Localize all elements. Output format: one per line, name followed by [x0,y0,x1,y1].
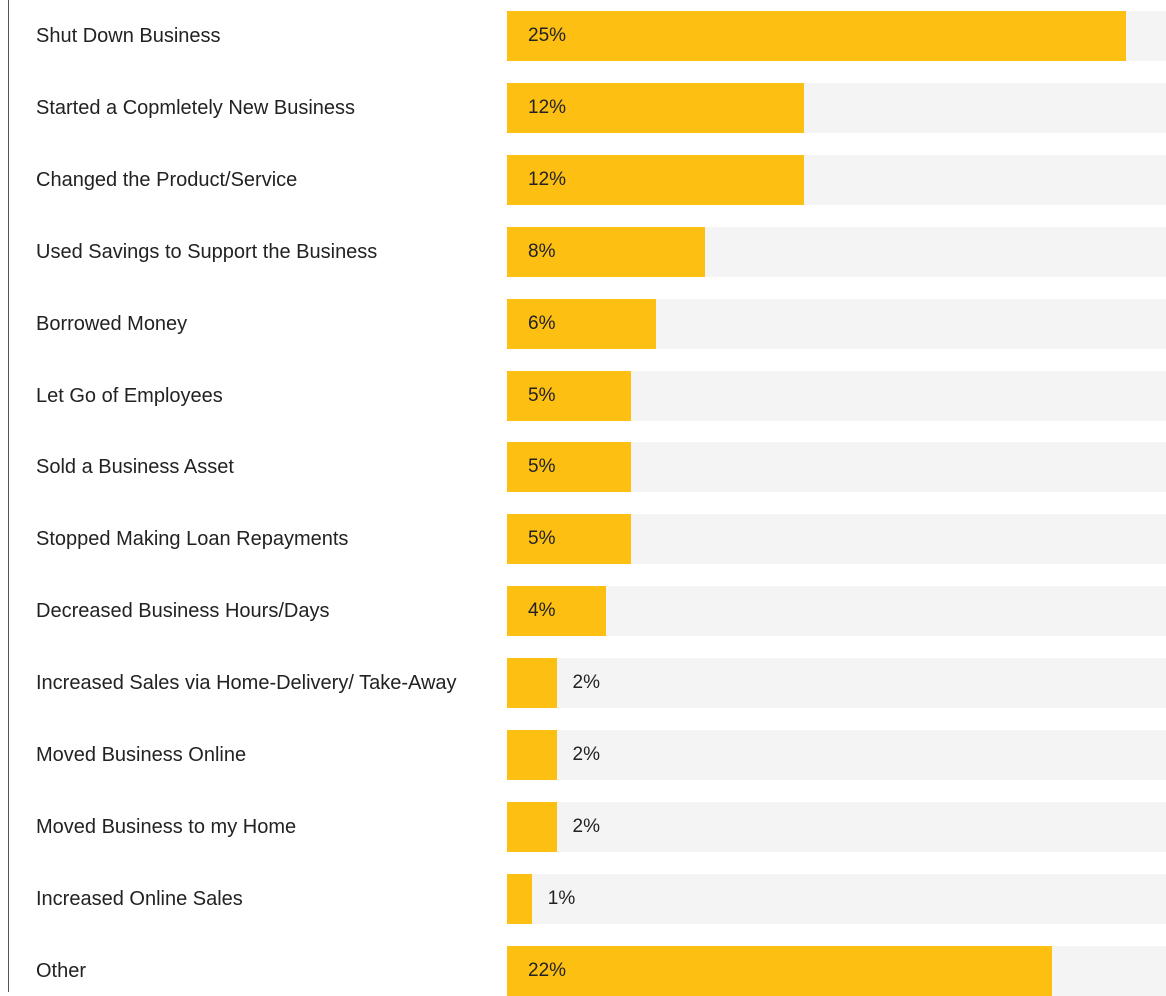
bar [507,945,1052,996]
category-label: Increased Online Sales [36,887,243,910]
bar-track [507,730,1166,780]
bar [507,226,705,277]
value-label: 5% [528,384,556,406]
category-label: Changed the Product/Service [36,168,298,191]
bar [507,586,606,637]
value-label: 2% [572,815,600,837]
category-label: Sold a Business Asset [36,456,234,479]
value-label: 2% [572,672,600,694]
value-label: 25% [528,25,567,46]
bar [507,154,804,205]
category-label: Started a Copmletely New Business [36,96,356,119]
bar [507,801,557,852]
value-label: 6% [528,312,556,334]
bar [507,298,656,349]
category-label: Increased Sales via Home-Delivery/ Take-… [36,672,457,695]
value-label: 22% [528,959,567,981]
value-label: 1% [547,887,576,909]
category-label: Moved Business to my Home [36,815,297,838]
bar [507,514,631,565]
value-label: 5% [528,528,556,550]
value-label: 4% [528,600,556,622]
bar [507,442,631,493]
value-label: 5% [528,456,556,478]
category-label: Used Savings to Support the Business [36,240,378,263]
category-label: Let Go of Employees [36,384,223,407]
bar [507,873,532,924]
bar [507,658,557,709]
bar-track [507,658,1166,709]
bar [507,730,557,780]
bar [507,370,631,421]
category-label: Moved Business Online [36,744,247,766]
bar-track [507,873,1166,924]
bar [507,11,1126,61]
category-label: Borrowed Money [36,312,188,335]
value-label: 2% [572,744,600,765]
category-label: Other [36,959,87,982]
category-label: Shut Down Business [36,25,221,47]
axis-line [8,0,9,992]
category-label: Stopped Making Loan Repayments [36,528,349,551]
value-label: 8% [528,240,556,262]
bar-track [507,586,1166,637]
bar-track [507,801,1166,852]
value-label: 12% [528,168,567,190]
bar [507,82,804,133]
value-label: 12% [528,96,567,118]
category-label: Decreased Business Hours/Days [36,600,330,623]
